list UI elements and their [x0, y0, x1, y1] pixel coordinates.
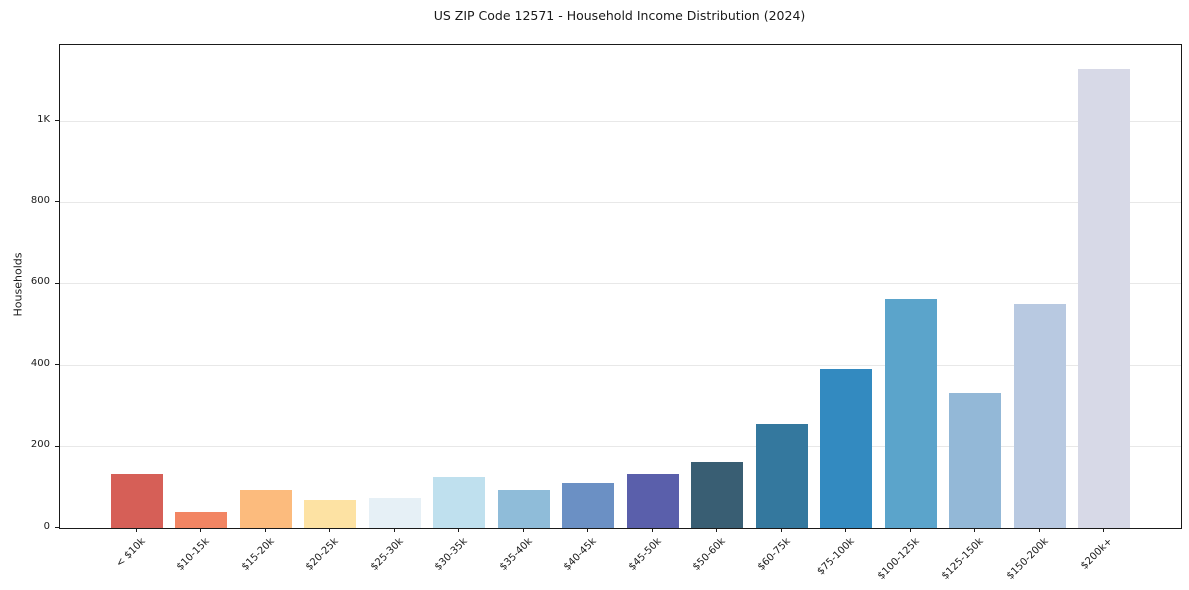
- x-tick-mark: [587, 528, 589, 532]
- y-tick-mark: [55, 282, 59, 284]
- bar-20-25k: [304, 499, 357, 528]
- x-tick-mark: [651, 528, 653, 532]
- x-tick-label: < $10k: [113, 536, 148, 570]
- bar-50-60k: [691, 462, 744, 528]
- y-tick-mark: [55, 445, 59, 447]
- x-tick-label: $20-25k: [304, 536, 342, 573]
- x-tick-label: $30-35k: [433, 536, 471, 573]
- x-tick-label: $25-30k: [368, 536, 406, 573]
- x-tick-label: $50-60k: [691, 536, 729, 573]
- x-tick-mark: [716, 528, 718, 532]
- x-tick-mark: [1103, 528, 1105, 532]
- bar-30-35k: [433, 476, 486, 528]
- chart-title: US ZIP Code 12571 - Household Income Dis…: [433, 8, 806, 23]
- y-tick-mark: [55, 201, 59, 203]
- y-tick-mark: [55, 527, 59, 528]
- y-tick-mark: [55, 120, 59, 122]
- x-tick-label: $125-150k: [940, 536, 987, 582]
- x-tick-mark: [329, 528, 331, 532]
- x-tick-label: $150-200k: [1004, 536, 1051, 582]
- x-tick-mark: [135, 528, 137, 532]
- bar-15-20k: [239, 490, 292, 528]
- x-tick-mark: [974, 528, 976, 532]
- x-tick-label: $75-100k: [815, 536, 858, 578]
- bar-200k: [1078, 69, 1131, 528]
- bar-10-15k: [175, 511, 228, 528]
- x-tick-label: $15-20k: [239, 536, 277, 573]
- y-tick-label: 800: [30, 194, 50, 206]
- plot-area: [59, 44, 1182, 529]
- bar-35-40k: [497, 489, 550, 528]
- x-tick-label: $45-50k: [626, 536, 664, 573]
- bar-125-150k: [949, 393, 1002, 528]
- gridline: [60, 446, 1181, 448]
- gridline: [60, 364, 1181, 366]
- y-tick-label: 400: [30, 357, 50, 369]
- bar-40-45k: [562, 483, 615, 528]
- y-tick-label: 0: [43, 520, 50, 532]
- bar-60-75k: [755, 423, 808, 528]
- bar-10k: [110, 474, 163, 528]
- bar-25-30k: [368, 497, 421, 528]
- x-tick-label: $10-15k: [175, 536, 213, 573]
- bar-45-50k: [626, 473, 679, 528]
- x-tick-mark: [458, 528, 460, 532]
- x-tick-label: $35-40k: [497, 536, 535, 573]
- x-tick-label: $60-75k: [755, 536, 793, 573]
- x-tick-label: $100-125k: [875, 536, 922, 582]
- bar-100-125k: [884, 299, 937, 528]
- x-tick-label: $40-45k: [562, 536, 600, 573]
- x-tick-mark: [200, 528, 202, 532]
- x-tick-mark: [909, 528, 911, 532]
- bar-75-100k: [820, 369, 873, 528]
- x-tick-mark: [780, 528, 782, 532]
- gridline: [60, 283, 1181, 285]
- y-tick-mark: [55, 364, 59, 366]
- y-tick-label: 200: [30, 439, 50, 451]
- x-tick-label: $200k+: [1079, 536, 1116, 572]
- bar-150-200k: [1013, 304, 1066, 528]
- x-tick-mark: [522, 528, 524, 532]
- y-tick-label: 1K: [37, 113, 50, 125]
- gridline: [60, 120, 1181, 122]
- y-tick-label: 600: [30, 276, 50, 288]
- x-tick-mark: [393, 528, 395, 532]
- x-tick-mark: [845, 528, 847, 532]
- gridline: [60, 201, 1181, 203]
- x-tick-mark: [264, 528, 266, 532]
- x-tick-mark: [1038, 528, 1040, 532]
